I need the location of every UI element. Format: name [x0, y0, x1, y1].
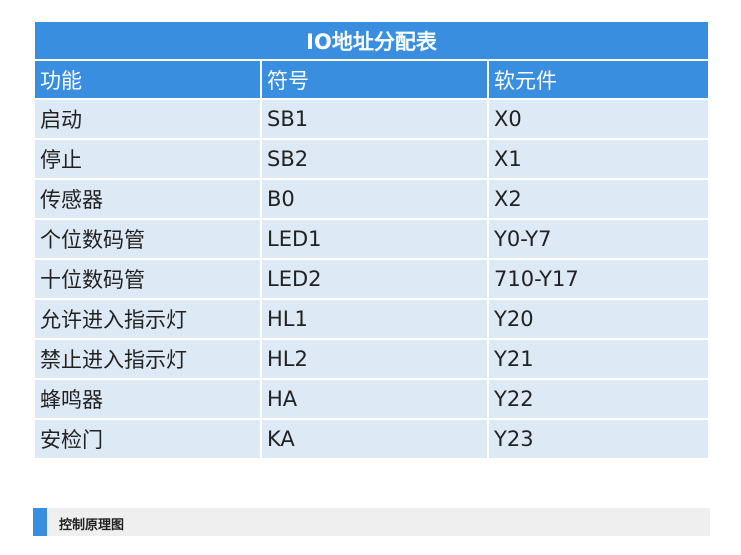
cell-function: 禁止进入指示灯	[33, 338, 262, 380]
table-title-row: IO地址分配表	[33, 20, 710, 61]
table-row: 允许进入指示灯 HL1 Y20	[33, 298, 710, 340]
header-symbol: 符号	[260, 59, 489, 100]
cell-symbol: SB2	[260, 138, 489, 180]
cell-device: X2	[487, 178, 710, 220]
cell-device: Y22	[487, 378, 710, 420]
table-row: 个位数码管 LED1 Y0-Y7	[33, 218, 710, 260]
cell-function: 十位数码管	[33, 258, 262, 300]
cell-function: 允许进入指示灯	[33, 298, 262, 340]
cell-symbol: HL2	[260, 338, 489, 380]
cell-function: 蜂鸣器	[33, 378, 262, 420]
cell-symbol: LED2	[260, 258, 489, 300]
section-title: 控制原理图	[59, 518, 125, 533]
cell-device: Y23	[487, 418, 710, 460]
cell-symbol: SB1	[260, 98, 489, 140]
table-row: 十位数码管 LED2 710-Y17	[33, 258, 710, 300]
cell-symbol: HA	[260, 378, 489, 420]
cell-function: 传感器	[33, 178, 262, 220]
cell-symbol: KA	[260, 418, 489, 460]
table-row: 传感器 B0 X2	[33, 178, 710, 220]
cell-function: 启动	[33, 98, 262, 140]
header-device: 软元件	[487, 59, 710, 100]
table-row: 安检门 KA Y23	[33, 418, 710, 460]
cell-function: 个位数码管	[33, 218, 262, 260]
section-header: 控制原理图	[33, 508, 710, 536]
cell-device: 710-Y17	[487, 258, 710, 300]
table-row: 蜂鸣器 HA Y22	[33, 378, 710, 420]
table-header-row: 功能 符号 软元件	[33, 59, 710, 100]
cell-function: 安检门	[33, 418, 262, 460]
io-address-table: IO地址分配表 功能 符号 软元件 启动 SB1 X0 停止 SB2 X1 传感器 B0 X2 个…	[33, 20, 710, 460]
table-row: 禁止进入指示灯 HL2 Y21	[33, 338, 710, 380]
header-function: 功能	[33, 59, 262, 100]
cell-function: 停止	[33, 138, 262, 180]
section-accent-bar	[33, 508, 47, 536]
table-row: 停止 SB2 X1	[33, 138, 710, 180]
table-row: 启动 SB1 X0	[33, 98, 710, 140]
cell-device: X0	[487, 98, 710, 140]
cell-device: Y21	[487, 338, 710, 380]
cell-symbol: LED1	[260, 218, 489, 260]
cell-device: X1	[487, 138, 710, 180]
cell-symbol: HL1	[260, 298, 489, 340]
table-title: IO地址分配表	[33, 20, 710, 61]
cell-device: Y0-Y7	[487, 218, 710, 260]
cell-symbol: B0	[260, 178, 489, 220]
cell-device: Y20	[487, 298, 710, 340]
